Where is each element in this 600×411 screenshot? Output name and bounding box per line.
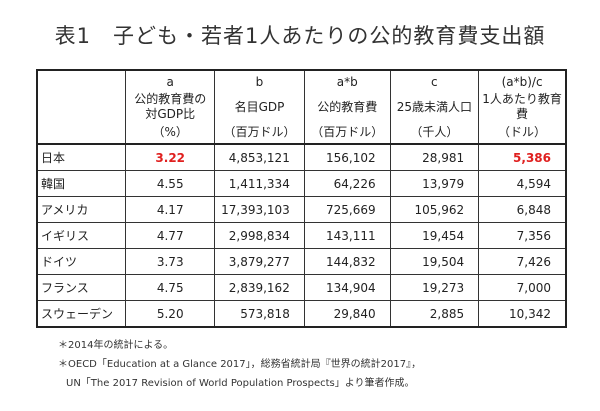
column-label: 名目GDP	[234, 99, 285, 114]
table-title: 表1 子ども・若者1人あたりの公的教育費支出額	[54, 24, 546, 48]
table-row: ドイツ 3.73 3,879,277 144,832 19,504 7,426	[36, 248, 567, 275]
table-cell: 7,000	[478, 274, 567, 301]
column-code: a*b	[336, 75, 358, 89]
table-row: 韓国 4.55 1,411,334 64,226 13,979 4,594	[36, 170, 567, 197]
table-cell: 4,594	[478, 170, 567, 197]
table-cell: 3.73	[125, 248, 216, 275]
column-header: c 25歳未満人口 （千人）	[389, 69, 480, 145]
table-cell: 4.55	[125, 170, 216, 197]
notes: ＊2014年の統計による。 ＊OECD「Education at a Glanc…	[58, 336, 421, 393]
table-cell: 725,669	[303, 196, 391, 223]
table-cell: 4,853,121	[214, 143, 305, 171]
table-cell: 10,342	[478, 300, 567, 328]
table-cell: 4.75	[125, 274, 216, 301]
column-label: 1人あたり教育費	[482, 92, 562, 121]
table-cell: 4.17	[125, 196, 216, 223]
column-header: a*b 公的教育費 （百万ドル）	[303, 69, 391, 145]
table-cell: 4.77	[125, 222, 216, 249]
table-cell: 19,454	[389, 222, 480, 249]
country-name: フランス	[36, 274, 127, 301]
column-code: b	[255, 75, 264, 89]
table-cell: 156,102	[303, 143, 391, 171]
column-code: a	[166, 75, 174, 89]
table-cell: 17,393,103	[214, 196, 305, 223]
table-cell: 134,904	[303, 274, 391, 301]
table-row: スウェーデン 5.20 573,818 29,840 2,885 10,342	[36, 300, 567, 328]
table-cell: 6,848	[478, 196, 567, 223]
education-expenditure-table: a 公的教育費の対GDP比 （%） b 名目GDP （百万ドル） a*b 公的教育費…	[36, 69, 567, 328]
country-name: イギリス	[36, 222, 127, 249]
table-cell: 19,504	[389, 248, 480, 275]
header-empty	[36, 69, 127, 145]
table-cell: 3.22	[125, 143, 216, 171]
table-cell: 5.20	[125, 300, 216, 328]
table-row: フランス 4.75 2,839,162 134,904 19,273 7,000	[36, 274, 567, 301]
table-cell: 19,273	[389, 274, 480, 301]
table-cell: 28,981	[389, 143, 480, 171]
column-code: (a*b)/c	[501, 75, 543, 89]
table-cell: 2,839,162	[214, 274, 305, 301]
country-name: 日本	[36, 143, 127, 171]
table-cell: 2,885	[389, 300, 480, 328]
note-3: UN「The 2017 Revision of World Population…	[66, 378, 415, 389]
column-label: 公的教育費	[317, 99, 378, 114]
note-1: ＊2014年の統計による。	[58, 340, 174, 351]
column-unit: （ドル）	[498, 125, 547, 139]
country-name: アメリカ	[36, 196, 127, 223]
column-unit: （百万ドル）	[311, 125, 384, 139]
header-row: a 公的教育費の対GDP比 （%） b 名目GDP （百万ドル） a*b 公的教育費…	[36, 69, 567, 145]
column-unit: （百万ドル）	[223, 125, 296, 139]
country-name: スウェーデン	[36, 300, 127, 328]
table-cell: 7,356	[478, 222, 567, 249]
column-header: (a*b)/c 1人あたり教育費 （ドル）	[478, 69, 567, 145]
note-2: ＊OECD「Education at a Glance 2017」，総務省統計局…	[58, 359, 422, 370]
table-cell: 1,411,334	[214, 170, 305, 197]
table-row: 日本 3.22 4,853,121 156,102 28,981 5,386	[36, 143, 567, 171]
table-cell: 5,386	[478, 143, 567, 171]
table-row: イギリス 4.77 2,998,834 143,111 19,454 7,356	[36, 222, 567, 249]
table-cell: 29,840	[303, 300, 391, 328]
table-cell: 144,832	[303, 248, 391, 275]
table-cell: 7,426	[478, 248, 567, 275]
column-label: 公的教育費の対GDP比	[134, 92, 207, 121]
table-row: アメリカ 4.17 17,393,103 725,669 105,962 6,848	[36, 196, 567, 223]
column-header: a 公的教育費の対GDP比 （%）	[125, 69, 216, 145]
table-cell: 573,818	[214, 300, 305, 328]
country-name: 韓国	[36, 170, 127, 197]
table-cell: 105,962	[389, 196, 480, 223]
table-cell: 13,979	[389, 170, 480, 197]
country-name: ドイツ	[36, 248, 127, 275]
table-cell: 3,879,277	[214, 248, 305, 275]
column-label: 25歳未満人口	[396, 99, 472, 114]
table-cell: 64,226	[303, 170, 391, 197]
column-code: c	[431, 75, 438, 89]
table-cell: 143,111	[303, 222, 391, 249]
column-unit: （%）	[152, 125, 188, 139]
table-cell: 2,998,834	[214, 222, 305, 249]
column-unit: （千人）	[410, 125, 459, 139]
column-header: b 名目GDP （百万ドル）	[214, 69, 305, 145]
